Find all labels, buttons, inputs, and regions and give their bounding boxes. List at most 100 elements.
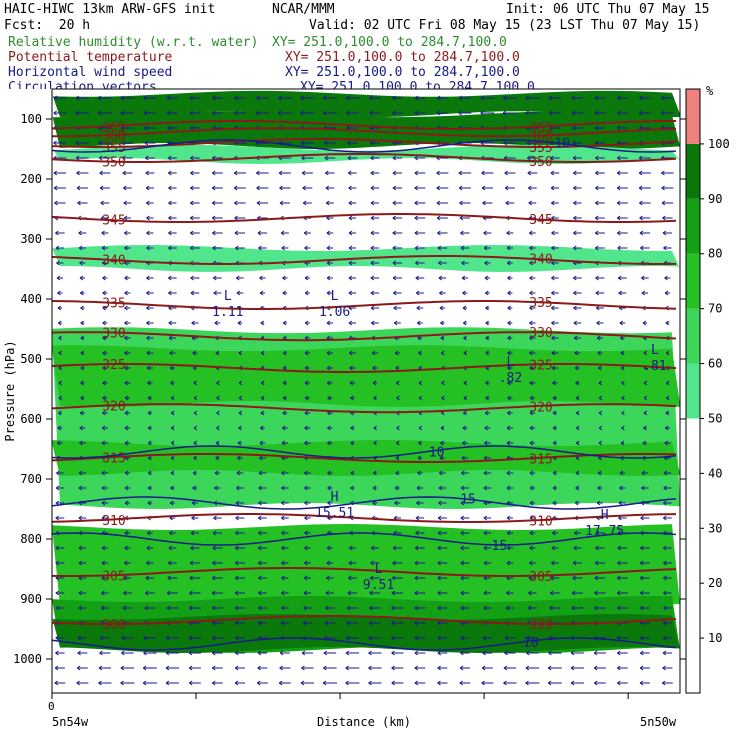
circulation-vector-head: [418, 425, 423, 431]
circulation-vector-head: [211, 200, 216, 206]
circulation-vector-head: [643, 425, 647, 431]
circulation-vector-head: [391, 590, 396, 596]
circulation-vector-head: [124, 470, 129, 476]
circulation-vector-head: [621, 410, 625, 416]
circulation-vector-head: [300, 140, 305, 146]
circulation-vector-head: [528, 185, 532, 191]
circulation-vector-head: [259, 440, 263, 446]
circulation-vector-head: [529, 410, 534, 416]
circulation-vector-head: [483, 590, 488, 596]
circulation-vector-head: [594, 245, 599, 251]
circulation-vector-head: [260, 410, 265, 416]
circulation-vector-head: [101, 590, 105, 596]
circulation-vector-head: [281, 530, 285, 536]
circulation-vector-head: [188, 605, 193, 611]
circulation-vector-head: [391, 680, 395, 686]
circulation-vector-head: [348, 575, 352, 581]
circulation-vector-head: [548, 110, 553, 116]
circulation-vector-head: [460, 590, 465, 596]
circulation-vector-head: [529, 425, 534, 431]
circulation-vector-head: [281, 590, 285, 596]
circulation-vector-head: [98, 140, 102, 146]
circulation-vector-head: [55, 230, 59, 236]
circulation-vector-head: [437, 560, 441, 566]
circulation-vector-head: [664, 275, 668, 281]
circulation-vector-head: [304, 560, 308, 566]
colorbar-level-label: 30: [708, 521, 722, 535]
wind-speed-contour-label: 10: [554, 137, 570, 152]
circulation-vector-head: [663, 500, 667, 506]
colorbar-segment: [686, 89, 700, 144]
field-wspd-xy: XY= 251.0,100.0 to 284.7,100.0: [285, 65, 520, 80]
circulation-vector-head: [414, 605, 418, 611]
circulation-vector-head: [551, 230, 555, 236]
circulation-vector-head: [190, 530, 195, 536]
circulation-vector-head: [233, 185, 238, 191]
theta-contour-label: 335: [529, 296, 552, 311]
circulation-vector-head: [417, 455, 422, 461]
circulation-vector-head: [78, 245, 83, 251]
circulation-vector-head: [529, 335, 533, 341]
circulation-vector-head: [529, 350, 533, 356]
circulation-vector-head: [124, 560, 128, 566]
circulation-vector-head: [663, 575, 667, 581]
theta-contour-label: 335: [102, 296, 125, 311]
circulation-vector-head: [416, 305, 420, 311]
circulation-vector-head: [143, 95, 147, 101]
circulation-vector-head: [348, 320, 353, 326]
circulation-vector-head: [485, 335, 489, 341]
circulation-vector-head: [483, 230, 487, 236]
circulation-vector-head: [53, 140, 57, 146]
circulation-vector-head: [414, 95, 419, 101]
circulation-vector-head: [598, 425, 603, 431]
circulation-vector-head: [304, 395, 309, 401]
circulation-vector-head: [551, 275, 555, 281]
circulation-vector-head: [326, 260, 331, 266]
circulation-vector-head: [503, 665, 508, 671]
circulation-vector-head: [463, 335, 467, 341]
circulation-vector-head: [483, 530, 488, 536]
circulation-vector-head: [665, 410, 670, 416]
circulation-vector-head: [437, 575, 441, 581]
circulation-vector-head: [145, 155, 149, 161]
circulation-vector-head: [145, 170, 150, 176]
circulation-vector-head: [594, 215, 599, 221]
circulation-vector-head: [58, 350, 62, 356]
circulation-vector-head: [304, 320, 309, 326]
circulation-vector-head: [459, 680, 464, 686]
circulation-vector-head: [167, 125, 171, 131]
circulation-vector-head: [595, 200, 599, 206]
circulation-vector-head: [573, 185, 577, 191]
circulation-vector-head: [212, 530, 217, 536]
circulation-vector-head: [595, 530, 600, 536]
circulation-vector-head: [304, 530, 308, 536]
circulation-vector-head: [101, 500, 106, 506]
circulation-vector-head: [58, 395, 63, 401]
theta-contour-label: 355: [102, 141, 125, 156]
circulation-vector-head: [170, 410, 175, 416]
circulation-vector-head: [236, 275, 240, 281]
circulation-vector-head: [481, 665, 486, 671]
circulation-vector-head: [396, 440, 400, 446]
circulation-vector-head: [189, 125, 194, 131]
circulation-vector-head: [56, 260, 60, 266]
circulation-vector-head: [416, 485, 421, 491]
circulation-vector-head: [54, 200, 58, 206]
circulation-vector-head: [212, 545, 216, 551]
circulation-vector-head: [573, 335, 578, 341]
circulation-vector-head: [322, 680, 327, 686]
circulation-vector-head: [76, 185, 81, 191]
circulation-vector-head: [143, 110, 148, 116]
circulation-vector-head: [236, 485, 240, 491]
circulation-vector-head: [234, 665, 239, 671]
circulation-vector-head: [281, 440, 286, 446]
circulation-vector-head: [191, 515, 195, 521]
circulation-vector-head: [462, 305, 467, 311]
circulation-vector-head: [304, 545, 308, 551]
circulation-vector-head: [505, 605, 510, 611]
circulation-vector-head: [280, 605, 285, 611]
circulation-vector-head: [349, 365, 353, 371]
circulation-vector-head: [58, 335, 62, 341]
circulation-vector-head: [414, 200, 418, 206]
colorbar-segment: [686, 198, 700, 254]
